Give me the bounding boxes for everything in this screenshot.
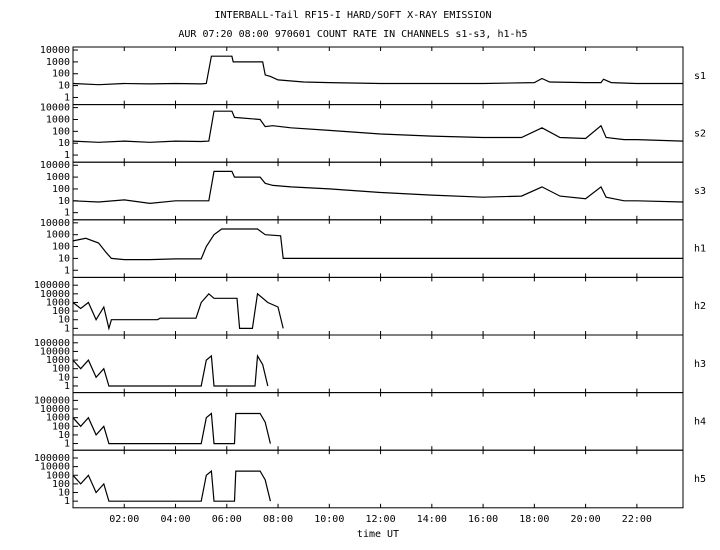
y-tick-label: 1000 (46, 355, 70, 366)
panel-label: h3 (694, 359, 706, 370)
x-tick-label: 16:00 (468, 514, 498, 525)
y-tick-label: 100 (52, 184, 70, 195)
y-tick-label: 100 (52, 242, 70, 253)
x-tick-label: 12:00 (366, 514, 396, 525)
y-tick-label: 1 (64, 265, 70, 276)
chart-title: INTERBALL-Tail RF15-I HARD/SOFT X-RAY EM… (215, 10, 492, 21)
panel-label: s1 (694, 71, 706, 82)
y-tick-label: 10000 (40, 160, 70, 171)
y-tick-label: 10 (58, 138, 70, 149)
panel-frame (72, 334, 684, 394)
panel-frame (72, 46, 684, 106)
y-tick-label: 100000 (34, 395, 70, 406)
data-line (72, 170, 684, 205)
x-tick-label: 02:00 (109, 514, 139, 525)
data-line (72, 469, 271, 502)
y-tick-label: 10000 (40, 462, 70, 473)
x-tick-label: 04:00 (160, 514, 190, 525)
y-tick-label: 1 (64, 381, 70, 392)
panel-label: h1 (694, 244, 706, 255)
panel-frame (72, 392, 684, 451)
y-tick-label: 10000 (40, 218, 70, 229)
y-tick-label: 100 (52, 306, 70, 317)
data-line (72, 353, 269, 387)
y-tick-label: 10000 (40, 289, 70, 300)
panel-frame (72, 276, 684, 336)
panel-frame (72, 449, 684, 509)
panel-frame (72, 161, 684, 221)
y-tick-label: 10 (58, 196, 70, 207)
y-tick-label: 10 (58, 430, 70, 441)
y-tick-label: 100 (52, 479, 70, 490)
y-tick-label: 100000 (34, 280, 70, 291)
x-tick-label: 22:00 (622, 514, 652, 525)
y-tick-label: 10 (58, 81, 70, 92)
y-tick-label: 1000 (46, 114, 70, 125)
y-tick-label: 1000 (46, 297, 70, 308)
x-tick-label: 20:00 (571, 514, 601, 525)
y-tick-label: 1000 (46, 413, 70, 424)
y-tick-label: 100000 (34, 338, 70, 349)
data-line (72, 292, 284, 331)
y-tick-label: 1 (64, 496, 70, 507)
panel-label: s2 (694, 128, 706, 139)
panel-label: h5 (694, 474, 706, 485)
y-tick-label: 10 (58, 372, 70, 383)
y-tick-label: 100000 (34, 453, 70, 464)
panel-frame (72, 219, 684, 278)
y-tick-label: 1 (64, 323, 70, 334)
y-tick-label: 1000 (46, 57, 70, 68)
y-tick-label: 100 (52, 421, 70, 432)
y-tick-label: 10000 (40, 404, 70, 415)
x-tick-label: 18:00 (519, 514, 549, 525)
data-line (72, 228, 683, 261)
y-tick-label: 1000 (46, 172, 70, 183)
x-tick-label: 06:00 (212, 514, 242, 525)
y-tick-label: 1 (64, 208, 70, 219)
y-tick-label: 1000 (46, 230, 70, 241)
y-tick-label: 10 (58, 488, 70, 499)
y-tick-label: 1000 (46, 470, 70, 481)
y-tick-label: 10000 (40, 346, 70, 357)
y-tick-label: 1 (64, 439, 70, 450)
y-tick-label: 10000 (40, 45, 70, 56)
y-tick-label: 100 (52, 364, 70, 375)
y-tick-label: 10 (58, 315, 70, 326)
chart-subtitle: AUR 07:20 08:00 970601 COUNT RATE IN CHA… (178, 29, 527, 40)
x-axis-label: time UT (357, 529, 399, 540)
data-line (72, 412, 271, 445)
panel-label: h4 (694, 416, 706, 427)
data-line (72, 55, 683, 86)
y-tick-label: 1 (64, 92, 70, 103)
panel-label: h2 (694, 301, 706, 312)
data-line (72, 110, 684, 143)
x-tick-label: 14:00 (417, 514, 447, 525)
y-tick-label: 1 (64, 150, 70, 161)
x-tick-label: 10:00 (314, 514, 344, 525)
panel-label: s3 (694, 186, 706, 197)
x-tick-label: 08:00 (263, 514, 293, 525)
y-tick-label: 10000 (40, 103, 70, 114)
y-tick-label: 100 (52, 126, 70, 137)
y-tick-label: 10 (58, 253, 70, 264)
y-tick-label: 100 (52, 69, 70, 80)
